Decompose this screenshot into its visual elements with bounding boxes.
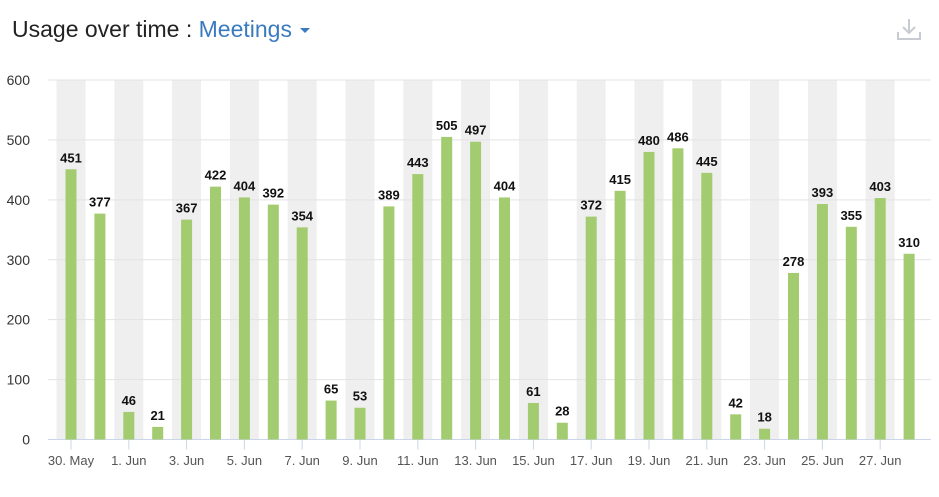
bar-28-jun <box>903 253 915 440</box>
data-label: 451 <box>60 150 82 165</box>
bar-7-jun <box>296 227 308 440</box>
bar-25-jun <box>816 204 828 440</box>
data-label: 61 <box>526 384 540 399</box>
x-tick-label: 7. Jun <box>284 453 319 468</box>
data-label: 505 <box>436 118 458 133</box>
bar-23-jun <box>759 428 771 440</box>
x-tick-label: 3. Jun <box>169 453 204 468</box>
x-tick-label: 30. May <box>48 453 95 468</box>
data-label: 354 <box>291 208 313 223</box>
data-label: 65 <box>324 382 338 397</box>
x-tick-label: 11. Jun <box>397 453 439 468</box>
x-tick-label: 1. Jun <box>111 453 146 468</box>
x-tick-label: 21. Jun <box>685 453 728 468</box>
bar-3-jun <box>181 219 193 440</box>
x-tick-label: 17. Jun <box>570 453 613 468</box>
x-tick-label: 25. Jun <box>801 453 844 468</box>
data-label: 415 <box>609 172 631 187</box>
data-label: 389 <box>378 187 400 202</box>
bar-22-jun <box>730 414 742 440</box>
y-tick-label: 600 <box>7 72 31 88</box>
bar-2-jun <box>152 426 164 440</box>
data-label: 443 <box>407 155 429 170</box>
data-label: 404 <box>494 178 516 193</box>
y-tick-label: 500 <box>7 132 31 148</box>
bar-17-jun <box>585 216 597 440</box>
bar-16-jun <box>556 422 568 440</box>
bar-26-jun <box>845 226 857 440</box>
y-tick-label: 400 <box>7 192 31 208</box>
bar-21-jun <box>701 172 713 440</box>
metric-label: Meetings <box>198 16 292 42</box>
bar-1-jun <box>123 411 135 440</box>
data-label: 480 <box>638 133 660 148</box>
bar-30-may <box>65 169 77 440</box>
bar-14-jun <box>499 197 510 440</box>
data-label: 372 <box>580 198 602 213</box>
data-label: 445 <box>696 154 718 169</box>
data-label: 42 <box>728 395 742 410</box>
y-tick-label: 300 <box>7 252 31 268</box>
x-tick-label: 9. Jun <box>342 453 377 468</box>
bar-5-jun <box>238 197 250 440</box>
chart-title: Usage over time : <box>12 16 193 42</box>
data-label: 53 <box>353 389 367 404</box>
bar-19-jun <box>643 151 655 440</box>
bar-6-jun <box>267 204 279 440</box>
data-label: 486 <box>667 129 689 144</box>
bar-10-jun <box>383 206 395 440</box>
bar-9-jun <box>354 407 366 440</box>
y-tick-label: 0 <box>22 432 30 448</box>
bar-20-jun <box>672 148 684 440</box>
download-icon[interactable] <box>896 16 922 42</box>
x-tick-label: 19. Jun <box>628 453 671 468</box>
data-label: 404 <box>234 178 256 193</box>
x-tick-label: 5. Jun <box>227 453 262 468</box>
y-tick-label: 200 <box>7 312 31 328</box>
bar-11-jun <box>412 174 424 440</box>
x-tick-label: 15. Jun <box>512 453 555 468</box>
x-tick-label: 23. Jun <box>743 453 786 468</box>
data-label: 46 <box>122 393 136 408</box>
x-tick-label: 27. Jun <box>859 453 902 468</box>
data-label: 278 <box>783 254 805 269</box>
data-label: 355 <box>840 208 862 223</box>
bar-13-jun <box>470 141 482 440</box>
bar-15-jun <box>527 402 539 440</box>
data-label: 367 <box>176 201 198 216</box>
bar-4-jun <box>210 186 221 440</box>
data-label: 310 <box>898 235 920 250</box>
bar-27-jun <box>874 198 886 440</box>
data-label: 28 <box>555 404 569 419</box>
data-label: 21 <box>150 408 164 423</box>
data-label: 377 <box>89 195 111 210</box>
x-tick-label: 13. Jun <box>454 453 497 468</box>
bar-18-jun <box>614 190 626 440</box>
bar-31-may <box>94 213 106 440</box>
bar-8-jun <box>325 400 337 440</box>
data-label: 403 <box>869 179 891 194</box>
data-label: 392 <box>262 186 284 201</box>
chevron-down-icon <box>299 28 310 34</box>
metric-dropdown[interactable]: Meetings <box>199 16 310 42</box>
bar-24-jun <box>788 272 799 440</box>
y-tick-label: 100 <box>7 372 31 388</box>
data-label: 422 <box>205 168 227 183</box>
chart-header: Usage over time : Meetings <box>12 16 310 43</box>
data-label: 18 <box>757 410 771 425</box>
data-label: 393 <box>812 185 834 200</box>
bar-12-jun <box>441 136 453 440</box>
data-label: 497 <box>465 123 487 138</box>
